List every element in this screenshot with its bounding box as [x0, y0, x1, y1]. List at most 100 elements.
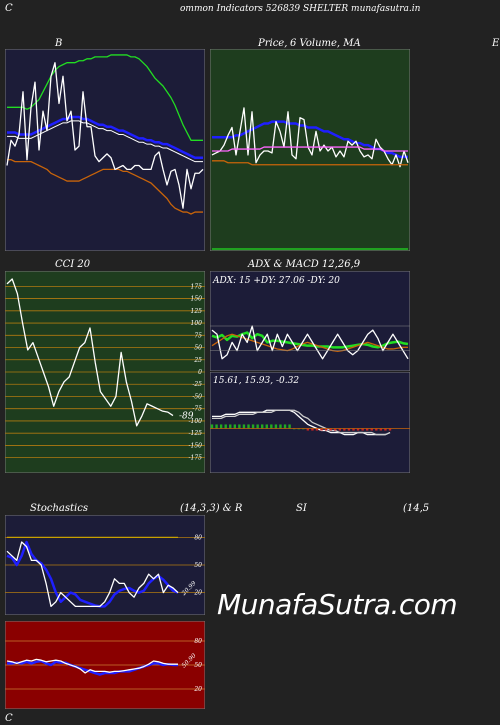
adx-panel: ADX: 15 +DY: 27.06 -DY: 20	[210, 271, 410, 371]
y-tick-label: 0	[198, 369, 202, 376]
series-line-1	[211, 107, 409, 168]
page-title: ommon Indicators 526839 SHELTER munafasu…	[180, 4, 421, 14]
series-line-0	[211, 331, 409, 349]
y-tick-label: -175	[189, 455, 203, 462]
y-tick-label: -150	[189, 442, 203, 449]
series-line-0	[7, 54, 203, 141]
histogram-bar	[219, 424, 223, 429]
last-value-label: -89	[179, 412, 194, 422]
y-tick-label: 20	[193, 686, 202, 693]
histogram-bar	[238, 424, 241, 429]
y-tick-label: 75	[194, 332, 202, 339]
histogram-bar	[347, 428, 351, 431]
histogram-bar	[352, 428, 355, 431]
histogram-bar	[329, 428, 332, 431]
histogram-bar	[210, 424, 214, 429]
series-line-2	[211, 325, 409, 360]
series-line-0	[6, 540, 179, 608]
histogram-bar	[261, 424, 264, 429]
y-tick-label: -25	[192, 381, 202, 388]
histogram-bar	[283, 424, 287, 429]
y-tick-label: -75	[192, 406, 202, 413]
y-tick-label: 125	[191, 308, 203, 315]
y-tick-label: 20	[193, 590, 202, 597]
macd-chart	[210, 372, 410, 473]
adx-chart	[210, 271, 410, 371]
histogram-bar	[379, 428, 383, 431]
y-tick-label: -100	[189, 418, 203, 425]
cci-chart: 175 150 125 100 75 50 25 0 -25 -50 -75 -100 -125 -150…	[5, 271, 205, 473]
histogram-bar	[265, 424, 268, 429]
histogram-bar	[242, 424, 246, 429]
series-line-1-inner	[7, 120, 203, 163]
histogram-bar	[274, 424, 278, 429]
histogram-bar	[370, 428, 373, 431]
panel-background	[210, 271, 410, 371]
histogram-bar	[251, 424, 255, 429]
cci-panel: 175 150 125 100 75 50 25 0 -25 -50 -75 -100 -125 -150…	[5, 271, 205, 473]
y-tick-label: -50	[192, 393, 202, 400]
series-line-0	[7, 659, 178, 676]
histogram-bar	[361, 428, 364, 431]
cci-title: CCI 20	[55, 259, 91, 270]
y-tick-label: -125	[189, 430, 203, 437]
histogram-bar	[306, 428, 310, 431]
bollinger-chart	[5, 49, 205, 251]
y-tick-label: 80	[194, 638, 202, 645]
bollinger-title: B	[55, 38, 63, 49]
histogram-bar	[388, 428, 392, 431]
series-line-3	[6, 62, 204, 209]
rsi-title-right: (14,5	[403, 503, 430, 514]
histogram-bar	[256, 424, 259, 429]
y-tick-label: 80	[194, 534, 202, 541]
corner-letter-bottom: C	[5, 713, 13, 724]
histogram-bar	[356, 428, 360, 431]
histogram-bar	[343, 428, 346, 431]
y-tick-label: 50	[194, 662, 202, 669]
histogram-bar	[270, 424, 273, 429]
y-tick-label: 175	[191, 283, 203, 290]
rsi-title-left: SI	[296, 503, 307, 514]
histogram-bar	[233, 424, 237, 429]
series-line-2	[7, 159, 203, 215]
watermark: MunafaSutra.com	[217, 588, 458, 621]
histogram-bar	[279, 424, 282, 429]
adx-values: ADX: 15 +DY: 27.06 -DY: 20	[213, 276, 340, 286]
series-line-1	[6, 658, 178, 674]
histogram-bar	[384, 428, 387, 431]
histogram-bar	[320, 428, 323, 431]
macd-panel: 15.61, 15.93, -0.32	[210, 372, 410, 473]
series-line-1	[212, 409, 391, 436]
series-line-0	[6, 278, 174, 427]
series-line-1	[7, 115, 203, 160]
price-panel	[210, 49, 410, 251]
stoch-panel: 80 50 20 20.99	[5, 515, 205, 615]
histogram-bar	[315, 428, 319, 431]
y-tick-label: 50	[194, 562, 202, 569]
histogram-bar	[288, 424, 291, 429]
histogram-bar	[375, 428, 378, 431]
series-line-3	[212, 146, 408, 152]
histogram-bar	[334, 428, 337, 431]
price-chart	[210, 49, 410, 251]
stoch-title-left: Stochastics	[30, 503, 88, 514]
macd-values: 15.61, 15.93, -0.32	[213, 376, 300, 386]
stoch-title-right: (14,3,3) & R	[180, 503, 243, 514]
panel-background	[210, 372, 410, 473]
y-tick-label: 150	[191, 296, 203, 303]
histogram-bar	[324, 428, 328, 431]
histogram-bar	[365, 428, 369, 431]
price-title-b: 6 Volume, MA	[290, 38, 361, 49]
price-title-a: Price,	[258, 38, 288, 49]
y-tick-label: 50	[194, 345, 202, 352]
corner-letter-left: C	[5, 3, 13, 14]
histogram-bar	[247, 424, 250, 429]
histogram-bar	[215, 424, 218, 429]
histogram-bar	[229, 424, 232, 429]
histogram-bar	[338, 428, 341, 431]
y-tick-label: 100	[191, 320, 203, 327]
rsi-panel: 80 50 20 50.90	[5, 621, 205, 709]
bollinger-panel	[5, 49, 205, 251]
